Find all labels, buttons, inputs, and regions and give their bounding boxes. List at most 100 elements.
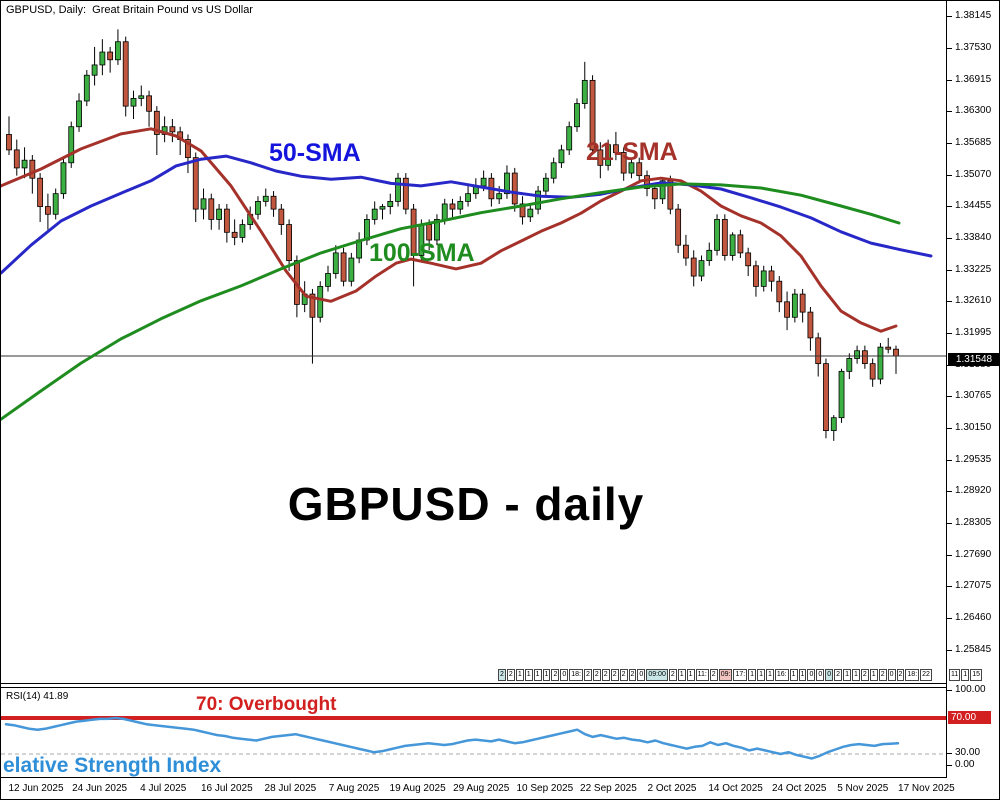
price-tick bbox=[947, 269, 952, 271]
100-sma-line bbox=[1, 182, 901, 421]
date-label[interactable]: 24 Oct 2025 bbox=[771, 783, 827, 794]
date-label[interactable]: 12 Jun 2025 bbox=[8, 783, 64, 794]
date-label[interactable]: 29 Aug 2025 bbox=[453, 783, 510, 794]
time-cell: 11 bbox=[949, 669, 961, 681]
time-cell: 1 bbox=[677, 669, 686, 681]
time-cell: 1 bbox=[757, 669, 765, 681]
time-cell: 2 bbox=[709, 669, 718, 681]
watermark-symbol-label: GBPUSD - daily bbox=[287, 478, 645, 530]
price-tick bbox=[947, 332, 952, 334]
date-label[interactable]: 19 Aug 2025 bbox=[389, 783, 446, 794]
price-tick bbox=[947, 427, 952, 429]
price-tick-label: 1.28305 bbox=[955, 517, 992, 528]
price-tick-label: 1.33225 bbox=[955, 263, 992, 275]
rsi-tick-label: 100.00 bbox=[955, 684, 986, 695]
price-tick bbox=[947, 459, 952, 461]
candlestick-chart[interactable] bbox=[1, 1, 946, 684]
price-tick bbox=[947, 523, 952, 524]
price-tick-label: 1.32610 bbox=[955, 295, 992, 307]
price-tick bbox=[947, 47, 952, 49]
price-tick-label: 1.31995 bbox=[955, 326, 992, 338]
rsi-tick-label: 30.00 bbox=[955, 747, 981, 758]
price-tick-label: 1.30765 bbox=[955, 390, 992, 402]
price-tick bbox=[947, 174, 952, 176]
rsi-overbought-badge: 70.00 bbox=[948, 711, 991, 724]
rsi-chart[interactable] bbox=[1, 688, 946, 777]
date-label[interactable]: 4 Jul 2025 bbox=[140, 783, 187, 794]
axis-separator bbox=[946, 1, 947, 778]
date-label[interactable]: 24 Jun 2025 bbox=[72, 783, 128, 794]
rsi-pane[interactable]: RSI(14) 41.89 70: Overbought elative Str… bbox=[1, 687, 946, 778]
time-cell: 1 bbox=[524, 669, 533, 681]
date-label[interactable]: 17 Nov 2025 bbox=[898, 783, 955, 794]
price-tick-label: 1.38145 bbox=[955, 10, 992, 22]
time-cell: 2 bbox=[619, 669, 628, 681]
time-cell: 1 bbox=[851, 669, 860, 681]
time-cell: 2 bbox=[583, 669, 592, 681]
overbought-label: 70: Overbought bbox=[196, 694, 337, 715]
price-tick bbox=[947, 301, 952, 303]
time-cell: 1 bbox=[798, 669, 807, 681]
time-cell: 1 bbox=[961, 669, 970, 681]
price-tick-label: 1.26460 bbox=[955, 612, 992, 624]
candles bbox=[6, 29, 899, 441]
price-tick bbox=[947, 206, 952, 208]
time-cell: 1 bbox=[515, 669, 524, 681]
time-cell: 17: bbox=[733, 669, 748, 681]
main-chart-pane[interactable]: GBPUSD, Daily: Great Britain Pound vs US… bbox=[1, 1, 946, 684]
date-label[interactable]: 5 Nov 2025 bbox=[837, 783, 889, 794]
price-tick bbox=[947, 142, 952, 144]
time-cell: 09:00 bbox=[646, 669, 668, 681]
time-cell: 0 bbox=[887, 669, 896, 681]
time-cell: 2 bbox=[601, 669, 610, 681]
price-tick-label: 1.28920 bbox=[955, 485, 992, 497]
time-cell: 1 bbox=[789, 669, 798, 681]
time-cell: 1 bbox=[843, 669, 851, 681]
price-tick bbox=[947, 649, 952, 651]
date-label[interactable]: 14 Oct 2025 bbox=[708, 783, 763, 794]
time-cell: 2 bbox=[592, 669, 601, 681]
rsi-tick bbox=[947, 765, 952, 766]
time-cell: 0 bbox=[807, 669, 816, 681]
50-sma-line bbox=[1, 154, 933, 275]
date-axis[interactable]: 12 Jun 2025 24 Jun 2025 4 Jul 2025 16 Jul 2… bbox=[1, 779, 999, 799]
price-tick bbox=[947, 79, 952, 81]
time-cell: 2 bbox=[628, 669, 637, 681]
time-cell: 2 bbox=[860, 669, 869, 681]
time-cell: 18: bbox=[569, 669, 583, 681]
date-label[interactable]: 7 Aug 2025 bbox=[328, 783, 380, 794]
price-tick-label: 1.35070 bbox=[955, 168, 992, 180]
sma21-label: 21-SMA bbox=[586, 138, 678, 166]
time-cell: 0 bbox=[816, 669, 825, 681]
time-cells-strip-right: 11 1 15 bbox=[949, 669, 983, 682]
time-cell: 2 bbox=[498, 669, 506, 681]
sma100-label: 100-SMA bbox=[369, 239, 475, 267]
time-cell: 0 bbox=[560, 669, 569, 681]
price-tick bbox=[947, 396, 952, 398]
price-tick bbox=[947, 586, 952, 588]
date-label[interactable]: 28 Jul 2025 bbox=[264, 783, 317, 794]
time-cell: 18: bbox=[905, 669, 920, 681]
time-cell: 2 bbox=[610, 669, 619, 681]
time-cell: 15 bbox=[970, 669, 982, 681]
price-tick bbox=[947, 554, 952, 556]
time-cell: 2 bbox=[878, 669, 887, 681]
time-cell: 2 bbox=[896, 669, 905, 681]
time-cell: 1 bbox=[686, 669, 695, 681]
time-cell: 1 bbox=[533, 669, 542, 681]
price-tick-label: 1.36300 bbox=[955, 105, 992, 117]
price-tick-label: 1.37530 bbox=[955, 41, 992, 53]
price-tick-label: 1.27690 bbox=[955, 548, 992, 560]
rsi-axis[interactable]: 100.00 70.00 30.00 0.00 bbox=[947, 684, 999, 778]
date-label[interactable]: 16 Jul 2025 bbox=[200, 783, 253, 794]
price-axis[interactable]: 1.38145 1.37530 1.36915 1.36300 1.35685 1.350… bbox=[947, 1, 999, 684]
time-cell: 1 bbox=[765, 669, 774, 681]
price-tick-label: 1.29535 bbox=[955, 453, 992, 465]
time-cell: 09: bbox=[718, 669, 733, 681]
date-label[interactable]: 10 Sep 2025 bbox=[516, 783, 574, 794]
price-tick bbox=[947, 618, 952, 620]
date-label[interactable]: 22 Sep 2025 bbox=[580, 783, 637, 794]
time-cell: 2 bbox=[668, 669, 677, 681]
date-label[interactable]: 2 Oct 2025 bbox=[647, 783, 697, 794]
current-price-badge: 1.31548 bbox=[948, 353, 999, 366]
